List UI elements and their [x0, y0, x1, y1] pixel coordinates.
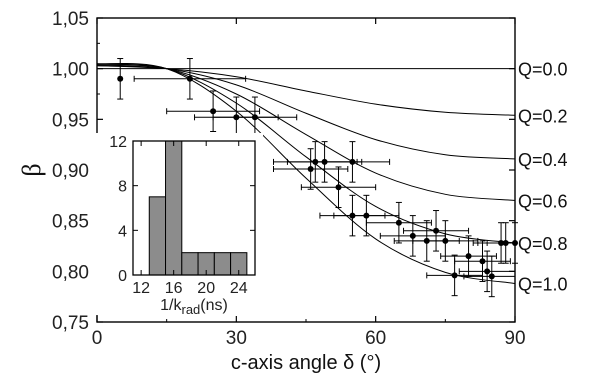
series-label: Q=0.6: [518, 191, 568, 211]
series-label: Q=0.2: [518, 106, 568, 126]
inset-x-tick-label: 20: [197, 280, 215, 297]
data-point: [273, 149, 347, 190]
data-point: [301, 167, 375, 208]
data-marker: [452, 272, 458, 278]
data-marker: [363, 213, 369, 219]
y-tick-label: 0,90: [52, 161, 89, 182]
y-axis-title: β: [17, 163, 46, 176]
data-marker: [442, 238, 448, 244]
data-marker: [252, 114, 258, 120]
histogram-bar: [182, 253, 198, 275]
inset-y-tick-label: 12: [109, 134, 127, 151]
x-tick-label: 30: [226, 328, 247, 349]
y-tick-label: 0,75: [52, 313, 89, 334]
data-marker: [308, 166, 314, 172]
data-marker: [396, 220, 402, 226]
inset-y-tick-label: 8: [118, 179, 127, 196]
data-marker: [210, 108, 216, 114]
y-tick-label: 0,95: [52, 110, 89, 131]
x-tick-label: 60: [365, 328, 386, 349]
data-marker: [117, 76, 123, 82]
data-marker: [484, 268, 490, 274]
histogram-bar: [166, 141, 182, 275]
histogram-bar: [214, 253, 230, 275]
data-marker: [187, 76, 193, 82]
series-label: Q=0.0: [518, 60, 568, 80]
y-tick-label: 1,00: [52, 60, 89, 81]
series-line-1: [97, 66, 515, 116]
x-axis-title: c-axis angle δ (°): [231, 352, 381, 374]
data-marker: [489, 273, 495, 279]
data-marker: [336, 184, 342, 190]
y-tick-label: 1,05: [52, 9, 89, 30]
data-marker: [349, 159, 355, 165]
data-point: [366, 202, 431, 243]
inset-x-tick-label: 24: [230, 280, 248, 297]
data-marker: [479, 258, 485, 264]
inset-x-axis-title-sub: rad: [181, 302, 200, 317]
series-label: Q=0.4: [518, 150, 568, 170]
inset-x-tick-label: 12: [132, 280, 150, 297]
series-label: Q=1.0: [518, 274, 568, 294]
inset-y-tick-label: 4: [118, 223, 127, 240]
x-tick-label: 0: [92, 328, 103, 349]
data-marker: [433, 228, 439, 234]
inset-x-tick-label: 16: [165, 280, 183, 297]
data-point: [315, 142, 389, 183]
y-tick-label: 0,85: [52, 212, 89, 233]
data-point: [167, 91, 260, 132]
inset-histogram: 0 4 8 12 12 16 20 24 1/krad(ns): [95, 133, 263, 317]
y-tick-label: 0,80: [52, 262, 89, 283]
data-marker: [466, 253, 472, 259]
data-point: [334, 195, 399, 236]
histogram-bar: [149, 197, 165, 275]
data-marker: [512, 240, 518, 246]
x-tick-label: 90: [504, 328, 525, 349]
data-point: [464, 256, 515, 297]
inset-x-axis-title-unit: (ns): [200, 297, 228, 314]
inset-y-tick-label: 0: [118, 268, 127, 285]
inset-x-axis-title-main: 1/k: [160, 297, 182, 314]
series-label: Q=0.8: [518, 234, 568, 254]
